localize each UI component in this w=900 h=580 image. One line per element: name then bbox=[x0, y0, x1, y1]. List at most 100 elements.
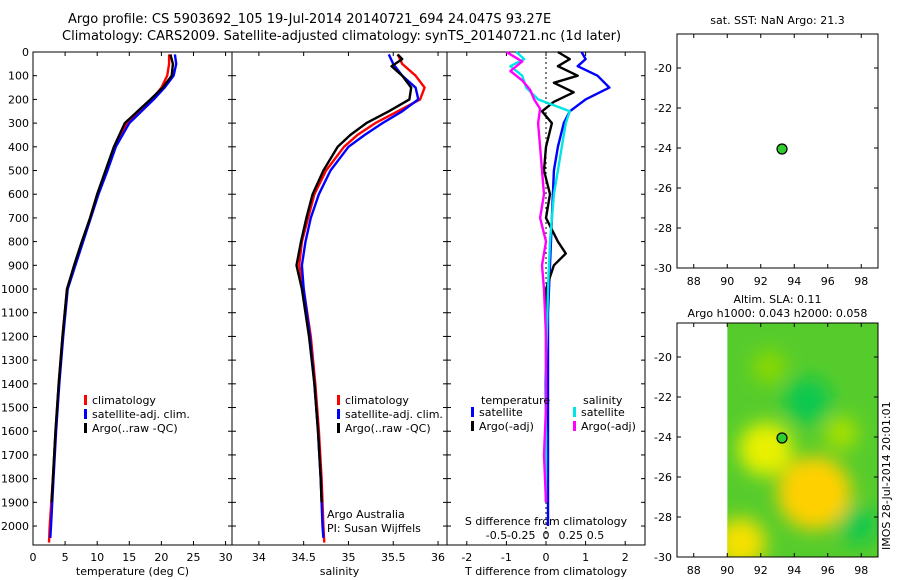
difference-profile-series-line bbox=[509, 51, 571, 503]
sst-map-ytick-label: -22 bbox=[654, 102, 672, 115]
temperature-legend-label: Argo(..raw -QC) bbox=[92, 422, 178, 435]
sst-map-xtick-label: 90 bbox=[720, 275, 734, 288]
salinity-legend-label: Argo(..raw -QC) bbox=[345, 422, 431, 435]
sla-map-ytick-label: -20 bbox=[654, 351, 672, 364]
temperature-profile-series-line bbox=[49, 54, 178, 538]
sst-map-ytick-label: -26 bbox=[654, 182, 672, 195]
depth-tick-label: 300 bbox=[8, 117, 29, 130]
depth-tick-label: 2000 bbox=[1, 520, 29, 533]
sla-blob bbox=[727, 517, 766, 557]
sla-map-xtick-label: 98 bbox=[854, 564, 868, 577]
diff-legend-salinity-label: satellite bbox=[581, 406, 625, 419]
salinity-profile-frame bbox=[231, 51, 448, 546]
sst-map-frame bbox=[676, 33, 879, 269]
sst-map-xtick-label: 96 bbox=[821, 275, 835, 288]
sla-blob bbox=[824, 416, 858, 450]
salinity-profile-series-line bbox=[295, 53, 413, 503]
s-diff-tick-label: 0 bbox=[543, 529, 550, 542]
difference-profile-panel: -2 -1 0 1 2T difference from climatology -0.5… bbox=[446, 50, 646, 578]
sst-map-xtick-label: 92 bbox=[754, 275, 768, 288]
figure-title-line2: Climatology: CARS2009. Satellite-adjuste… bbox=[62, 29, 622, 44]
difference-profile-xtick-label: 1 bbox=[582, 551, 589, 564]
depth-tick-label: 500 bbox=[8, 165, 29, 178]
temperature-profile-xtick-label: 10 bbox=[90, 551, 104, 564]
s-diff-tick-label: -0.5 bbox=[486, 529, 507, 542]
temperature-profile-xtick-label: 25 bbox=[186, 551, 200, 564]
sst-map-xtick-label: 88 bbox=[687, 275, 701, 288]
difference-profile-xlabel: T difference from climatology bbox=[464, 565, 627, 578]
s-diff-tick-label: 0.5 bbox=[587, 529, 605, 542]
diff-legend-title-salinity: salinity bbox=[583, 394, 623, 407]
depth-tick-label: 1900 bbox=[1, 496, 29, 509]
difference-profile-xtick-label: -2 bbox=[461, 551, 472, 564]
temperature-profile-xtick-label: 30 bbox=[219, 551, 233, 564]
temperature-profile-xtick-label: 5 bbox=[62, 551, 69, 564]
sla-blob bbox=[839, 506, 877, 544]
diff-legend-temperature-label: satellite bbox=[479, 406, 523, 419]
salinity-profile-xtick-label: 36 bbox=[431, 551, 445, 564]
depth-tick-label: 100 bbox=[8, 70, 29, 83]
diff-legend-salinity-swatch bbox=[573, 421, 576, 431]
sla-map-ytick-label: -24 bbox=[654, 431, 672, 444]
sla-map-xtick-label: 96 bbox=[821, 564, 835, 577]
salinity-profile-panel: 34 34.5 35 35.5 36 salinity bbox=[231, 51, 448, 578]
temperature-profile-frame bbox=[32, 51, 233, 546]
salinity-legend-label: satellite-adj. clim. bbox=[345, 408, 443, 421]
depth-tick-label: 900 bbox=[8, 259, 29, 272]
imos-timestamp: IMOS 28-Jul-2014 20:01:01 bbox=[880, 401, 893, 550]
depth-tick-label: 1200 bbox=[1, 330, 29, 343]
temperature-profile-xtick-label: 0 bbox=[30, 551, 37, 564]
sla-blob bbox=[777, 456, 852, 530]
sla-map-frame bbox=[676, 322, 879, 558]
depth-tick-label: 1500 bbox=[1, 402, 29, 415]
s-diff-axis-label: S difference from climatology bbox=[465, 515, 628, 528]
sla-field bbox=[727, 323, 878, 557]
sla-map-xtick-label: 92 bbox=[754, 564, 768, 577]
depth-tick-label: 800 bbox=[8, 236, 29, 249]
temperature-legend-swatch bbox=[84, 395, 87, 405]
depth-tick-label: 200 bbox=[8, 93, 29, 106]
sla-map-ytick-label: -26 bbox=[654, 471, 672, 484]
sla-blob bbox=[752, 350, 786, 384]
sst-map: sat. SST: NaN Argo: 21.3 88 90 92 94 96 98 -20 -… bbox=[654, 14, 879, 288]
salinity-legend-label: climatology bbox=[345, 394, 409, 407]
s-diff-tick-label: 0.25 bbox=[559, 529, 584, 542]
sst-map-ytick-label: -24 bbox=[654, 142, 672, 155]
sst-map-argo-float-marker bbox=[776, 143, 788, 155]
sla-map-xtick-label: 94 bbox=[787, 564, 801, 577]
depth-tick-label: 1700 bbox=[1, 449, 29, 462]
depth-tick-label: 1600 bbox=[1, 425, 29, 438]
salinity-legend-swatch bbox=[337, 395, 340, 405]
sla-title-line1: Altim. SLA: 0.11 bbox=[733, 293, 821, 306]
temperature-legend-swatch bbox=[84, 423, 87, 433]
temperature-profile-xtick-label: 20 bbox=[154, 551, 168, 564]
depth-tick-label: 1300 bbox=[1, 354, 29, 367]
difference-profile-xtick-label: 2 bbox=[622, 551, 629, 564]
figure-title-line1: Argo profile: CS 5903692_105 19-Jul-2014… bbox=[68, 12, 552, 27]
sla-blob bbox=[738, 422, 793, 476]
diff-legend-temperature-label: Argo(-adj) bbox=[479, 420, 534, 433]
temperature-legend-label: climatology bbox=[92, 394, 156, 407]
depth-tick-label: 700 bbox=[8, 212, 29, 225]
sla-map-ytick-label: -22 bbox=[654, 391, 672, 404]
sla-map-argo-float-marker bbox=[776, 432, 788, 444]
salinity-profile-xlabel: salinity bbox=[320, 565, 360, 578]
diff-legend-temperature-swatch bbox=[471, 407, 474, 417]
sst-map-xtick-label: 98 bbox=[854, 275, 868, 288]
salinity-profile-xtick-label: 34.5 bbox=[291, 551, 316, 564]
diff-legend-salinity-swatch bbox=[573, 407, 576, 417]
temperature-profile-panel: 0 5 10 15 20 25 30 temperature (deg C) 0 100 200 30… bbox=[1, 46, 233, 578]
temperature-profile-xtick-label: 15 bbox=[122, 551, 136, 564]
temperature-profile-xlabel: temperature (deg C) bbox=[76, 565, 189, 578]
difference-profile-xtick-label: 0 bbox=[543, 551, 550, 564]
difference-profile-series-line bbox=[505, 50, 548, 503]
argo-note-line2: PI: Susan Wijffels bbox=[327, 522, 421, 535]
diff-legend-salinity-label: Argo(-adj) bbox=[581, 420, 636, 433]
salinity-legend-swatch bbox=[337, 409, 340, 419]
sla-map-ytick-label: -28 bbox=[654, 511, 672, 524]
